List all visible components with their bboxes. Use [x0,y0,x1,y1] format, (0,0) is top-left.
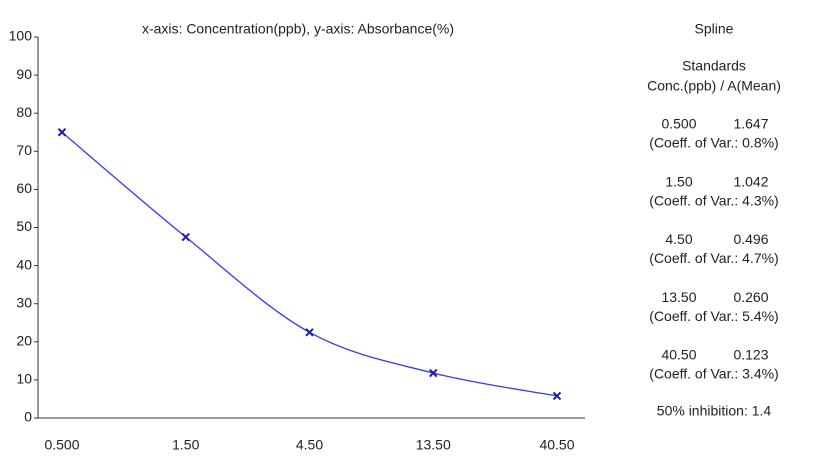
panel-conc: 13.50 [661,289,696,305]
panel-mean: 1.042 [733,173,768,189]
panel-heading: Standards [682,58,746,74]
y-tick-label: 20 [16,333,32,349]
panel-cv: (Coeff. of Var.: 0.8%) [649,135,778,151]
panel-cv: (Coeff. of Var.: 3.4%) [649,366,778,382]
panel-conc: 4.50 [665,231,692,247]
y-tick-label: 30 [16,294,32,310]
y-tick-label: 70 [16,142,32,158]
panel-mean: 0.123 [733,347,768,363]
panel-conc: 40.50 [661,347,696,363]
x-tick-label: 0.500 [44,437,79,453]
panel-conc: 1.50 [665,173,692,189]
marker [429,368,438,378]
x-tick-label: 1.50 [172,437,199,453]
panel-conc: 0.500 [661,116,696,132]
line [61,131,558,397]
panel-mean: 0.496 [733,231,768,247]
panel-title: Spline [695,21,734,37]
marker [305,328,314,337]
chart-title: x-axis: Concentration(ppb), y-axis: Abso… [142,21,454,37]
panel-cv: (Coeff. of Var.: 4.3%) [649,192,778,208]
y-tick-label: 0 [24,409,32,425]
x-tick-label: 40.50 [539,437,574,453]
y-tick-label: 10 [16,371,32,387]
panel-inhibition: 50% inhibition: 1.4 [657,403,772,419]
panel-mean: 1.647 [733,116,768,132]
panel-cv: (Coeff. of Var.: 5.4%) [649,308,778,324]
y-tick-label: 40 [16,256,32,272]
y-tick-label: 60 [16,180,32,196]
panel-mean: 0.260 [733,289,768,305]
panel-columns: Conc.(ppb) / A(Mean) [647,78,781,94]
x-tick-label: 13.50 [416,437,451,453]
y-tick-label: 90 [16,66,32,82]
marker [181,232,190,242]
panel-cv: (Coeff. of Var.: 4.7%) [649,250,778,266]
y-tick-label: 100 [9,28,33,44]
x-tick-label: 4.50 [296,437,323,453]
marker [57,128,67,137]
y-tick-label: 50 [16,218,32,234]
y-tick-label: 80 [16,104,32,120]
marker [552,391,562,401]
